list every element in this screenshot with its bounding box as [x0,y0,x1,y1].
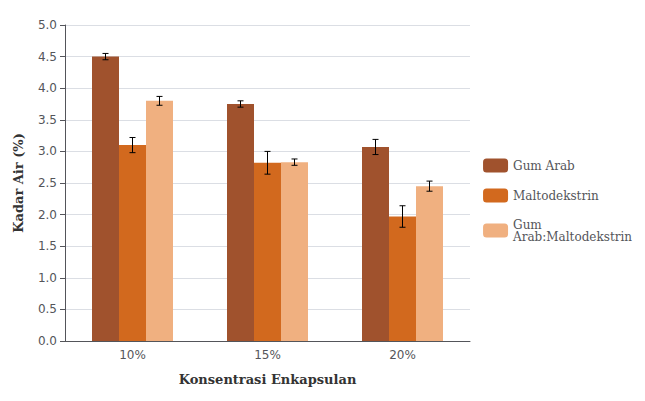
svg-text:Arab:Maltodekstrin: Arab:Maltodekstrin [512,230,632,244]
svg-text:Maltodekstrin: Maltodekstrin [513,189,599,203]
svg-text:1.0: 1.0 [38,271,57,285]
svg-text:4.5: 4.5 [38,50,57,64]
svg-text:0.5: 0.5 [38,302,57,316]
svg-text:2.5: 2.5 [38,176,57,190]
svg-text:1.5: 1.5 [38,239,57,253]
svg-text:3.5: 3.5 [38,113,57,127]
svg-text:Konsentrasi Enkapsulan: Konsentrasi Enkapsulan [179,372,357,387]
svg-text:3.0: 3.0 [38,144,57,158]
svg-text:20%: 20% [389,348,416,362]
svg-text:Kadar Air (%): Kadar Air (%) [11,133,26,233]
svg-text:15%: 15% [254,348,281,362]
svg-text:2.0: 2.0 [38,208,57,222]
svg-text:5.0: 5.0 [38,18,57,32]
svg-text:10%: 10% [119,348,146,362]
svg-text:Gum: Gum [513,217,542,232]
svg-text:Gum Arab: Gum Arab [513,159,575,173]
svg-text:0.0: 0.0 [38,334,57,348]
svg-text:4.0: 4.0 [38,81,57,95]
